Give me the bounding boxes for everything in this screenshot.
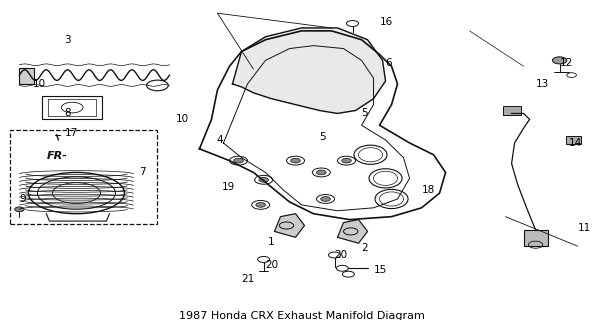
Text: 5: 5 xyxy=(320,132,326,142)
Text: 6: 6 xyxy=(385,58,392,68)
Text: 9: 9 xyxy=(19,194,26,204)
Bar xyxy=(48,99,96,116)
Text: 15: 15 xyxy=(373,265,387,275)
Circle shape xyxy=(259,178,268,182)
Text: 19: 19 xyxy=(223,182,236,192)
Text: 18: 18 xyxy=(421,185,435,195)
Bar xyxy=(19,68,34,84)
Circle shape xyxy=(552,57,567,64)
Text: 11: 11 xyxy=(578,223,591,234)
Circle shape xyxy=(342,158,352,163)
Polygon shape xyxy=(233,28,385,114)
Circle shape xyxy=(317,170,326,175)
Bar xyxy=(523,230,548,246)
Text: 17: 17 xyxy=(65,128,78,138)
Text: 16: 16 xyxy=(379,17,393,27)
Text: 8: 8 xyxy=(65,108,71,118)
Text: 10: 10 xyxy=(33,79,46,89)
Bar xyxy=(42,96,103,119)
Text: 14: 14 xyxy=(569,138,582,148)
Text: 1: 1 xyxy=(268,237,274,247)
Text: 5: 5 xyxy=(362,108,368,118)
Circle shape xyxy=(14,207,24,212)
Circle shape xyxy=(234,158,243,163)
Text: 20: 20 xyxy=(335,250,348,260)
Text: 1987 Honda CRX Exhaust Manifold Diagram: 1987 Honda CRX Exhaust Manifold Diagram xyxy=(178,311,425,320)
Polygon shape xyxy=(338,220,367,243)
Bar xyxy=(566,136,581,144)
Bar xyxy=(502,106,520,115)
Text: 4: 4 xyxy=(217,135,224,145)
Text: FR-: FR- xyxy=(46,151,68,161)
Text: 10: 10 xyxy=(175,114,189,124)
Text: 13: 13 xyxy=(535,79,549,89)
Circle shape xyxy=(291,158,300,163)
Text: 2: 2 xyxy=(362,243,368,252)
Text: 7: 7 xyxy=(139,167,146,177)
Text: 21: 21 xyxy=(241,274,254,284)
Bar xyxy=(10,130,157,224)
Polygon shape xyxy=(274,214,305,237)
Circle shape xyxy=(321,196,330,201)
Text: 20: 20 xyxy=(265,260,279,270)
Text: 3: 3 xyxy=(65,35,71,45)
Circle shape xyxy=(256,203,265,207)
Text: 12: 12 xyxy=(560,58,573,68)
